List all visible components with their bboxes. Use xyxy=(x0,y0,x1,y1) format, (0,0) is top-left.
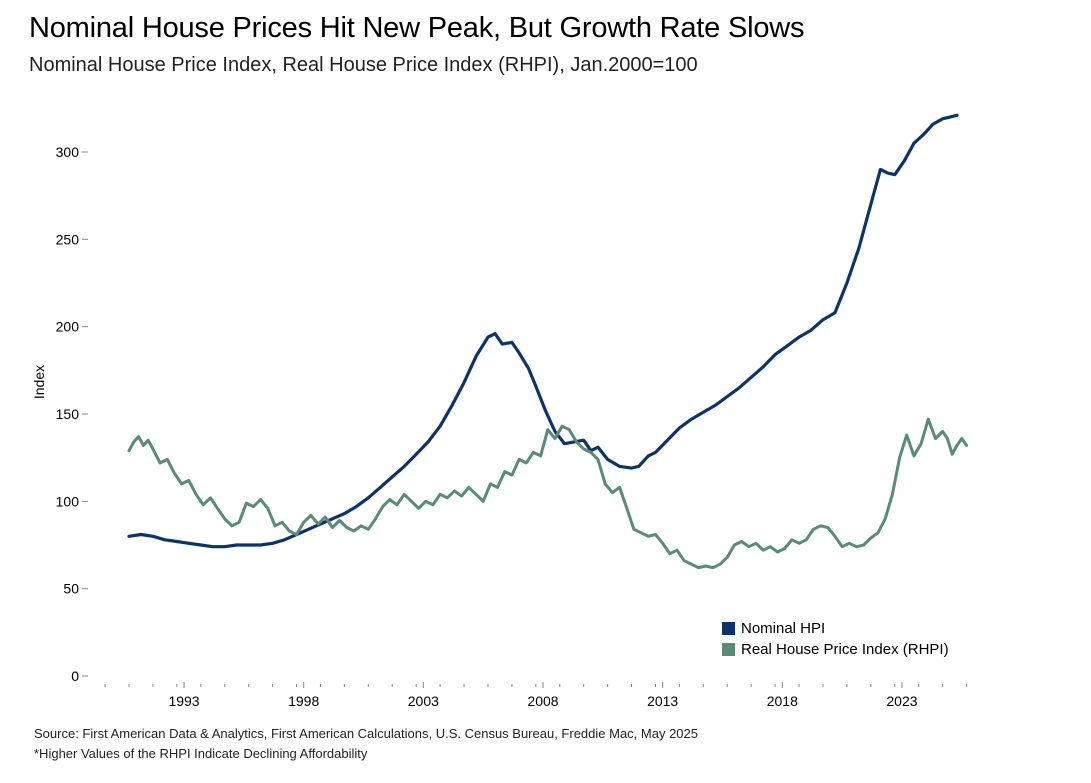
legend-swatch-nominal xyxy=(722,622,735,635)
chart-axes: 0 50 100 150 200 250 300 Index 1993 1998 2003 2008 2… xyxy=(31,144,968,709)
y-tick-label: 250 xyxy=(56,231,80,247)
source-note: Source: First American Data & Analytics,… xyxy=(34,726,698,741)
x-tick-label: 1998 xyxy=(288,693,319,709)
real-hpi-line xyxy=(127,417,969,570)
footnote: *Higher Values of the RHPI Indicate Decl… xyxy=(34,746,368,761)
chart-subtitle: Nominal House Price Index, Real House Pr… xyxy=(29,54,698,76)
legend-label-nominal: Nominal HPI xyxy=(741,620,826,637)
y-tick-label: 100 xyxy=(56,493,80,509)
chart-legend: Nominal HPI Real House Price Index (RHPI… xyxy=(722,618,949,660)
x-tick-label: 2018 xyxy=(767,693,798,709)
y-tick-label: 200 xyxy=(56,319,80,335)
legend-item-nominal: Nominal HPI xyxy=(722,618,949,639)
y-tick-label: 150 xyxy=(56,406,80,422)
y-tick-label: 0 xyxy=(71,668,79,684)
x-axis-minor-ticks xyxy=(104,684,968,687)
legend-item-real: Real House Price Index (RHPI) xyxy=(722,639,949,660)
nominal-hpi-line xyxy=(127,113,959,549)
y-tick-label: 300 xyxy=(56,144,80,160)
x-tick-label: 2008 xyxy=(527,693,558,709)
chart-series xyxy=(127,113,969,570)
x-tick-label: 2023 xyxy=(886,693,917,709)
x-tick-label: 2003 xyxy=(408,693,439,709)
legend-swatch-real xyxy=(722,643,735,656)
chart-title: Nominal House Prices Hit New Peak, But G… xyxy=(29,12,805,44)
x-tick-label: 1993 xyxy=(168,693,199,709)
y-tick-label: 50 xyxy=(63,581,79,597)
legend-label-real: Real House Price Index (RHPI) xyxy=(741,641,949,658)
y-axis-label: Index xyxy=(31,365,47,399)
x-tick-label: 2013 xyxy=(647,693,678,709)
